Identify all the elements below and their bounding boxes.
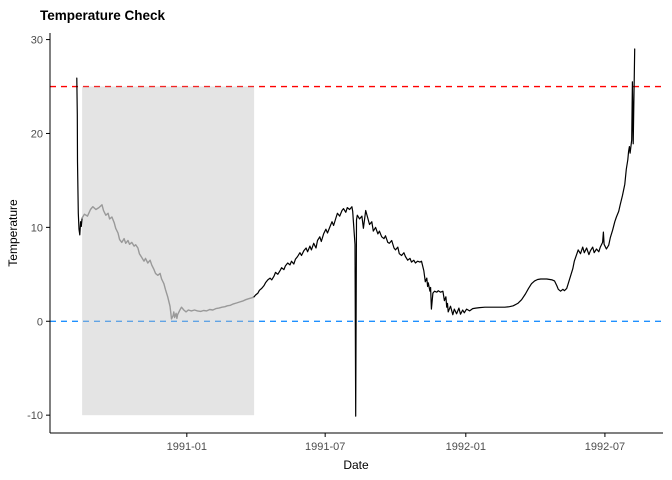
- x-tick-label: 1992-07: [585, 441, 625, 453]
- x-axis-title: Date: [343, 458, 369, 472]
- y-tick-label: -10: [27, 410, 43, 422]
- chart-title: Temperature Check: [40, 8, 166, 23]
- temperature-initial-segment: [76, 77, 83, 236]
- y-tick-label: 30: [31, 35, 43, 47]
- temperature-main-segment: [253, 48, 636, 417]
- x-tick-label: 1991-01: [167, 441, 207, 453]
- chart-layer: -10 0 10 20 30 1991-01 1991-07 1992-01 1992-07: [27, 33, 663, 453]
- temperature-highlighted-segment: [81, 204, 255, 320]
- y-tick-label: 10: [31, 222, 43, 234]
- highlight-region: [82, 86, 255, 416]
- y-axis-title: Temperature: [6, 199, 20, 267]
- x-tick-label: 1992-01: [446, 441, 486, 453]
- y-tick-label: 20: [31, 128, 43, 140]
- x-tick-label: 1991-07: [305, 441, 345, 453]
- y-tick-label: 0: [37, 316, 43, 328]
